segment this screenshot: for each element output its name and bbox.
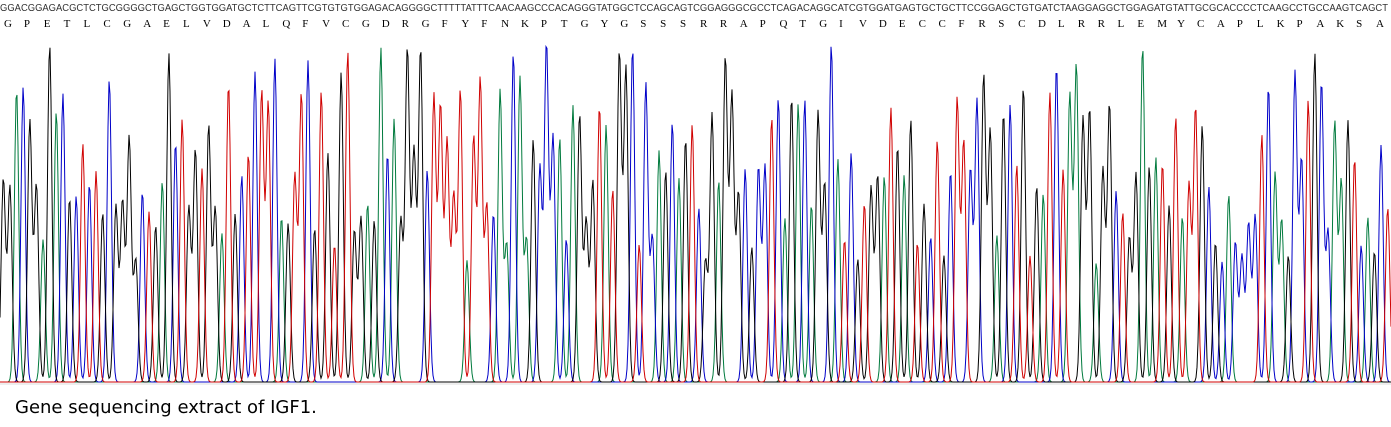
amino-acid: V bbox=[203, 18, 211, 30]
amino-acid: F bbox=[481, 18, 487, 30]
amino-acid: C bbox=[939, 18, 946, 30]
amino-acid: L bbox=[262, 18, 269, 30]
amino-acid: K bbox=[1277, 18, 1285, 30]
amino-acid: T bbox=[64, 18, 71, 30]
amino-acid: R bbox=[402, 18, 410, 30]
amino-acid: A bbox=[1217, 18, 1225, 30]
amino-acid: G bbox=[620, 18, 628, 30]
caption: Gene sequencing extract of IGF1. bbox=[15, 397, 317, 418]
amino-acid: G bbox=[4, 18, 12, 30]
amino-acid: D bbox=[382, 18, 390, 30]
amino-acid: D bbox=[879, 18, 887, 30]
base-sequence: GGACGGAGACGCTCTGCGGGGCTGAGCTGGTGGATGCTCT… bbox=[0, 3, 1388, 14]
amino-acid: V bbox=[859, 18, 867, 30]
amino-acid: C bbox=[919, 18, 926, 30]
amino-acid: P bbox=[1296, 18, 1302, 30]
amino-acid: F bbox=[958, 18, 964, 30]
amino-acid: L bbox=[183, 18, 190, 30]
amino-acid: I bbox=[839, 18, 843, 30]
amino-acid: Y bbox=[461, 18, 469, 30]
amino-acid: A bbox=[143, 18, 151, 30]
trace bbox=[0, 44, 1391, 383]
amino-acid: F bbox=[302, 18, 308, 30]
trace bbox=[0, 47, 1391, 383]
amino-acid: L bbox=[1257, 18, 1264, 30]
amino-acid: A bbox=[740, 18, 748, 30]
amino-acid: N bbox=[501, 18, 509, 30]
amino-acid: A bbox=[1316, 18, 1324, 30]
amino-acid: C bbox=[342, 18, 349, 30]
amino-acid: S bbox=[1356, 18, 1362, 30]
amino-acid: Q bbox=[282, 18, 290, 30]
amino-acid: R bbox=[978, 18, 986, 30]
amino-acid: G bbox=[581, 18, 589, 30]
amino-acid: G bbox=[123, 18, 131, 30]
trace bbox=[0, 52, 1391, 383]
amino-acid: P bbox=[541, 18, 547, 30]
amino-acid: A bbox=[243, 18, 251, 30]
amino-acid: G bbox=[819, 18, 827, 30]
amino-acid: C bbox=[103, 18, 110, 30]
amino-acid: F bbox=[441, 18, 447, 30]
amino-acid: L bbox=[84, 18, 91, 30]
amino-acid: L bbox=[1118, 18, 1125, 30]
amino-acid: D bbox=[223, 18, 231, 30]
amino-acid: K bbox=[521, 18, 529, 30]
amino-acid: S bbox=[640, 18, 646, 30]
amino-acid: Y bbox=[601, 18, 609, 30]
amino-acid: R bbox=[700, 18, 708, 30]
amino-acid: K bbox=[1336, 18, 1344, 30]
amino-acid: R bbox=[1078, 18, 1086, 30]
amino-acid: Q bbox=[779, 18, 787, 30]
amino-acid: C bbox=[1197, 18, 1204, 30]
amino-acid: P bbox=[24, 18, 30, 30]
amino-acid: E bbox=[44, 18, 51, 30]
amino-acid: R bbox=[720, 18, 728, 30]
amino-acid: C bbox=[1018, 18, 1025, 30]
amino-acid: A bbox=[1376, 18, 1384, 30]
amino-acid: G bbox=[362, 18, 370, 30]
amino-acid: V bbox=[322, 18, 330, 30]
amino-acid: R bbox=[1098, 18, 1106, 30]
amino-acid: S bbox=[660, 18, 666, 30]
amino-acid: D bbox=[1038, 18, 1046, 30]
amino-acid: G bbox=[422, 18, 430, 30]
amino-acid: E bbox=[163, 18, 170, 30]
amino-acid: P bbox=[1237, 18, 1243, 30]
amino-acid: L bbox=[1058, 18, 1065, 30]
amino-acid: Y bbox=[1177, 18, 1185, 30]
amino-acid: M bbox=[1157, 18, 1167, 30]
amino-acid: E bbox=[899, 18, 906, 30]
amino-acid: S bbox=[998, 18, 1004, 30]
trace-area bbox=[0, 44, 1391, 383]
amino-acid: P bbox=[760, 18, 766, 30]
amino-acid: S bbox=[680, 18, 686, 30]
amino-acid: E bbox=[1137, 18, 1144, 30]
amino-acid: T bbox=[561, 18, 568, 30]
amino-acid: T bbox=[799, 18, 806, 30]
